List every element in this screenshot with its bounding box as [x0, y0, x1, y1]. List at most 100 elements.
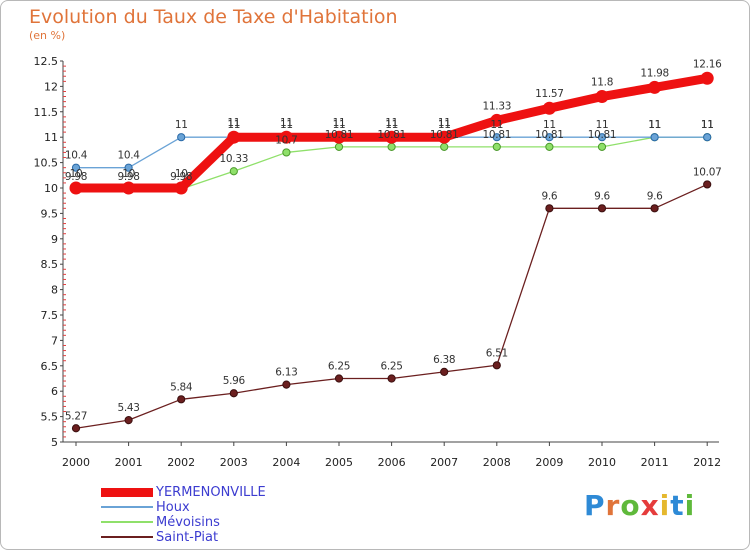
y-tick-label: 6.5 [41, 360, 59, 373]
data-label-yermenonville: 10 [175, 168, 188, 180]
data-point-saint-piat [440, 367, 449, 376]
y-tick-label: 7.5 [41, 309, 59, 322]
data-label-saint-piat: 9.6 [594, 190, 610, 202]
logo-letter: i [659, 489, 671, 522]
data-point-yermenonville [332, 130, 346, 144]
y-tick-label: 8 [51, 284, 58, 297]
data-label-yermenonville: 11.98 [640, 67, 669, 79]
data-point-houx [703, 133, 712, 142]
data-label-m-voisins: 10.81 [377, 129, 406, 141]
y-tick-label: 12 [44, 80, 58, 93]
legend-label-yermenonville: YERMENONVILLE [156, 485, 266, 500]
data-label-houx: 11 [648, 119, 661, 131]
data-point-yermenonville [542, 101, 556, 115]
data-point-saint-piat [545, 204, 554, 213]
data-point-houx [177, 133, 186, 142]
data-point-saint-piat [177, 395, 186, 404]
x-tick-label: 2000 [62, 456, 90, 469]
x-tick-label: 2008 [483, 456, 511, 469]
data-point-saint-piat [71, 424, 81, 433]
data-point-saint-piat [492, 361, 501, 370]
data-point-m-voisins [492, 142, 501, 151]
logo-letter: i [684, 489, 696, 522]
data-label-saint-piat: 5.96 [223, 375, 246, 387]
data-label-m-voisins: 11 [701, 119, 714, 131]
data-point-houx [545, 133, 554, 142]
data-label-saint-piat: 6.51 [486, 347, 508, 359]
data-point-saint-piat [229, 389, 238, 398]
data-label-saint-piat: 6.25 [381, 361, 403, 373]
data-label-saint-piat: 6.38 [433, 354, 455, 366]
logo-letter: o [620, 489, 641, 522]
data-point-yermenonville [437, 130, 451, 144]
data-point-houx [124, 163, 133, 172]
x-tick-label: 2011 [641, 456, 669, 469]
data-label-m-voisins: 10.81 [483, 129, 512, 141]
y-tick-label: 10 [44, 182, 58, 195]
data-label-saint-piat: 5.27 [65, 410, 87, 422]
data-label-yermenonville: 11 [333, 117, 346, 129]
chart-subtitle: (en %) [29, 29, 66, 42]
proxiti-logo: Proxiti [584, 489, 695, 522]
y-tick-label: 5 [51, 436, 58, 449]
y-tick-label: 12.5 [34, 55, 59, 68]
data-point-m-voisins [387, 142, 396, 151]
y-tick-label: 9.5 [41, 207, 59, 220]
legend-swatch-houx [101, 506, 153, 508]
data-point-yermenonville [279, 130, 293, 144]
data-label-houx: 11 [596, 119, 609, 131]
data-label-saint-piat: 9.6 [647, 190, 663, 202]
logo-letter: P [584, 489, 606, 522]
data-label-houx: 11 [490, 119, 503, 131]
x-tick-label: 2007 [430, 456, 458, 469]
x-tick-label: 2006 [378, 456, 406, 469]
y-tick-label: 11 [44, 131, 58, 144]
data-point-yermenonville [595, 90, 609, 104]
x-tick-label: 2009 [535, 456, 563, 469]
data-point-yermenonville [490, 113, 504, 127]
data-point-m-voisins [334, 142, 344, 151]
legend-swatch-saint-piat [101, 536, 153, 538]
data-point-saint-piat [650, 204, 659, 213]
y-tick-label: 8.5 [41, 258, 59, 271]
logo-letter: x [640, 489, 660, 522]
data-label-houx: 11 [438, 119, 451, 131]
data-label-yermenonville: 11.57 [535, 88, 564, 100]
data-point-yermenonville [648, 80, 662, 94]
data-point-houx [650, 133, 659, 142]
data-label-houx: 11 [227, 119, 240, 131]
data-label-saint-piat: 5.84 [170, 381, 193, 393]
data-point-yermenonville [174, 181, 188, 195]
data-label-houx: 11 [280, 119, 293, 131]
data-label-m-voisins: 10.81 [325, 129, 354, 141]
data-point-yermenonville [122, 181, 136, 195]
x-tick-label: 2002 [167, 456, 195, 469]
chart-title: Evolution du Taux de Taxe d'Habitation [29, 6, 398, 28]
data-label-saint-piat: 6.13 [275, 367, 297, 379]
data-point-saint-piat [334, 374, 344, 383]
x-tick-label: 2004 [272, 456, 300, 469]
y-tick-label: 11.5 [34, 106, 59, 119]
data-label-m-voisins: 10.81 [588, 129, 617, 141]
x-tick-label: 2012 [693, 456, 721, 469]
data-label-yermenonville: 11 [280, 117, 293, 129]
legend-label-saint-piat: Saint-Piat [156, 530, 219, 545]
logo-letter: r [605, 489, 621, 522]
y-tick-label: 5.5 [41, 411, 59, 424]
data-point-saint-piat [282, 380, 291, 389]
data-point-yermenonville [227, 130, 241, 144]
x-tick-label: 2001 [115, 456, 143, 469]
data-label-saint-piat: 5.43 [118, 402, 140, 414]
data-point-m-voisins [545, 142, 554, 151]
data-label-m-voisins: 10.33 [220, 153, 249, 165]
data-label-houx: 11 [175, 119, 188, 131]
data-point-saint-piat [703, 180, 712, 189]
data-point-m-voisins [229, 167, 238, 176]
data-label-houx: 11 [385, 119, 398, 131]
data-label-yermenonville: 11 [385, 117, 398, 129]
data-label-houx: 11 [701, 119, 714, 131]
y-tick-label: 7 [51, 334, 58, 347]
data-label-houx: 10.4 [118, 150, 141, 162]
data-point-saint-piat [387, 374, 396, 383]
data-label-yermenonville: 11.8 [591, 77, 613, 89]
